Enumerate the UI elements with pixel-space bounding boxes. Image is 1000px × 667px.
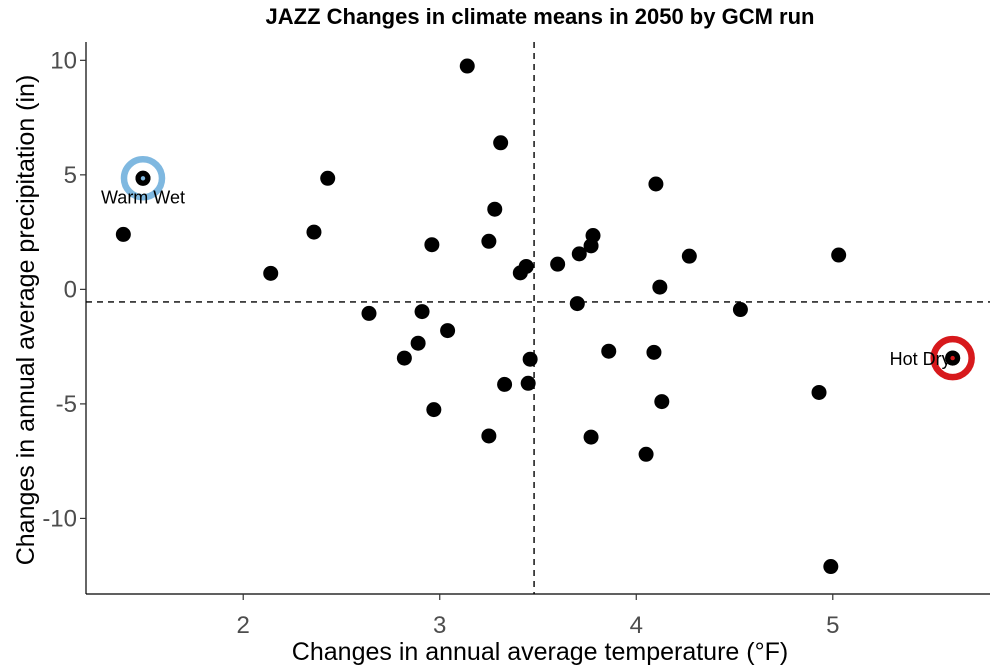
data-point — [652, 279, 668, 295]
highlighted-points: Warm Wet Hot Dry — [101, 156, 975, 381]
data-point — [585, 228, 601, 244]
data-point — [440, 323, 456, 339]
data-point — [424, 237, 440, 253]
highlight-ring — [120, 156, 166, 201]
data-point — [732, 302, 748, 318]
y-tick-label: 0 — [64, 276, 77, 303]
data-point — [487, 201, 503, 217]
highlight-label: Warm Wet — [101, 187, 185, 207]
data-point — [493, 135, 509, 151]
data-point — [823, 559, 839, 575]
data-point — [396, 350, 412, 366]
y-axis-title: Changes in annual average precipitation … — [12, 75, 40, 566]
highlight-label: Hot Dry — [890, 349, 951, 369]
highlight-center — [950, 355, 955, 361]
data-point — [306, 224, 322, 240]
y-tick-label: 5 — [64, 162, 77, 189]
data-point — [481, 233, 497, 249]
chart-title: JAZZ Changes in climate means in 2050 by… — [266, 4, 815, 29]
data-point — [522, 351, 538, 367]
data-point — [414, 304, 430, 320]
y-axis-ticks: 10 5 0 -5 -10 — [42, 47, 86, 532]
data-point — [459, 58, 475, 74]
data-point — [648, 176, 664, 192]
data-point — [520, 375, 536, 391]
highlight-center — [140, 176, 146, 181]
data-points — [115, 58, 961, 575]
x-tick-label: 5 — [826, 612, 839, 639]
data-point — [831, 247, 847, 263]
x-axis-title: Changes in annual average temperature (°… — [292, 638, 788, 666]
data-point — [410, 335, 426, 351]
data-point — [681, 248, 697, 264]
x-tick-label: 4 — [630, 612, 643, 639]
data-point — [426, 402, 442, 418]
data-point — [654, 394, 670, 410]
data-point — [481, 428, 497, 444]
data-point — [115, 226, 131, 242]
data-point — [320, 170, 336, 186]
data-point — [601, 343, 617, 359]
data-point — [518, 258, 534, 274]
data-point — [638, 446, 654, 462]
data-point — [571, 246, 587, 262]
data-point — [646, 344, 662, 360]
data-point — [550, 256, 566, 272]
highlight-ring — [930, 335, 975, 381]
data-point — [569, 296, 585, 312]
data-point — [497, 376, 513, 392]
y-tick-label: -10 — [42, 505, 77, 532]
y-tick-label: 10 — [50, 47, 77, 74]
data-point — [361, 305, 377, 321]
y-tick-label: -5 — [56, 391, 77, 418]
data-point — [583, 429, 599, 445]
x-axis-ticks: 2 3 4 5 — [237, 594, 839, 639]
reference-lines — [86, 42, 990, 594]
data-point — [263, 265, 279, 281]
data-point — [811, 384, 827, 400]
x-tick-label: 3 — [433, 612, 446, 639]
x-tick-label: 2 — [237, 612, 250, 639]
